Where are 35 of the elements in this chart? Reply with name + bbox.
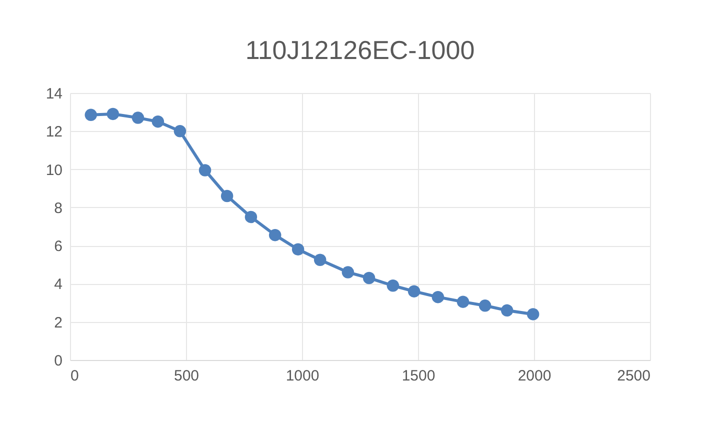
point [408, 285, 420, 298]
point [174, 125, 186, 138]
x-tick-label: 2500 [617, 368, 650, 384]
point [292, 243, 304, 256]
point [84, 108, 98, 122]
point [198, 164, 212, 176]
chart-title: 110J12126EC-1000 [245, 35, 475, 65]
point [386, 280, 400, 292]
x-tick-label: 1000 [286, 368, 320, 384]
point [268, 228, 282, 242]
x-tick-label: 2000 [518, 368, 552, 384]
x-tick-label: 500 [174, 368, 200, 384]
point [456, 296, 470, 308]
y-tick-label: 10 [46, 162, 62, 179]
y-tick-label: 8 [54, 200, 62, 217]
point [478, 300, 492, 312]
y-tick-label: 4 [54, 276, 62, 294]
point [362, 272, 376, 284]
x-tick-label: 0 [70, 368, 79, 384]
point [132, 112, 144, 124]
point [432, 290, 444, 304]
point [500, 304, 514, 317]
y-tick-label: 2 [54, 314, 62, 332]
point [314, 254, 326, 266]
point [152, 115, 164, 128]
point [220, 190, 234, 202]
point [342, 266, 354, 278]
y-tick-label: 14 [46, 86, 62, 102]
point [106, 108, 120, 120]
y-tick-label: 12 [46, 124, 62, 141]
point [244, 210, 258, 224]
y-tick-label: 6 [54, 238, 62, 256]
x-tick-label: 1500 [402, 368, 436, 384]
point [526, 308, 540, 320]
y-tick-label: 0 [54, 352, 62, 370]
